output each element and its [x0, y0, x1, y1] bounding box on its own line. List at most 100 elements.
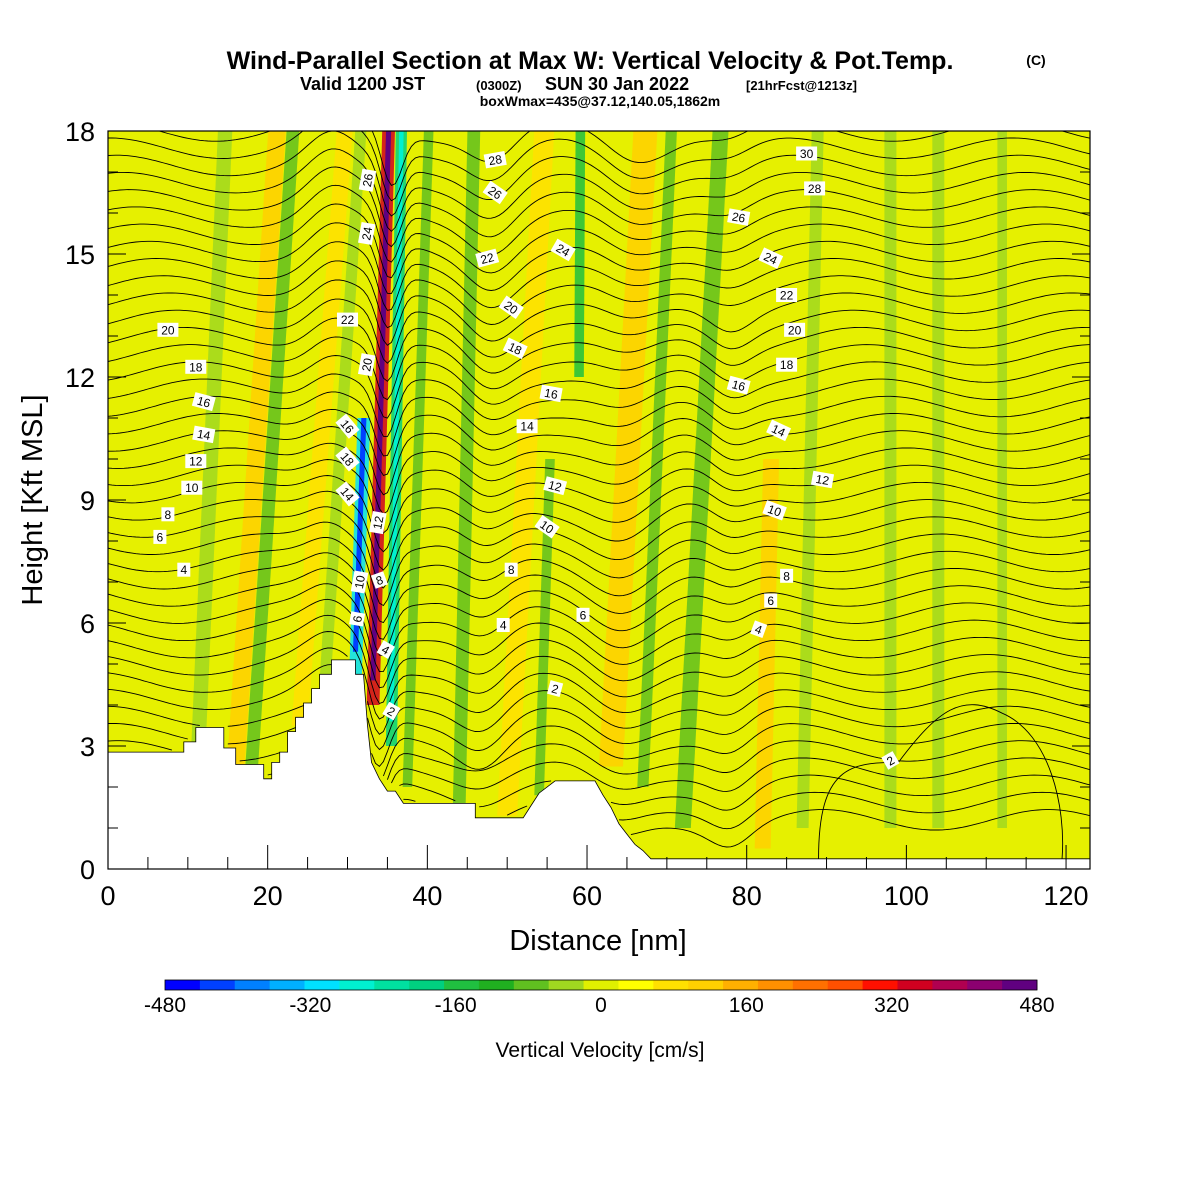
colorbar-swatch — [444, 980, 480, 990]
colorbar-swatch — [653, 980, 689, 990]
colorbar-swatch — [1002, 980, 1038, 990]
contour-label: 2 — [547, 680, 564, 698]
contour-label-text: 8 — [374, 573, 385, 589]
x-tick-label: 100 — [884, 881, 929, 911]
theta-contour — [108, 598, 1090, 689]
contour-label: 24 — [758, 247, 784, 269]
colorbar-swatch — [548, 980, 584, 990]
y-axis-label: Height [Kft MSL] — [17, 394, 49, 605]
contour-label-text: 6 — [767, 594, 774, 608]
theta-contour — [108, 203, 1090, 279]
contour-label-text: 8 — [783, 569, 790, 583]
contour-label: 12 — [543, 476, 568, 496]
contour-label-text: 22 — [479, 250, 496, 267]
contour-label: 6 — [764, 593, 778, 608]
x-tick-label: 60 — [572, 881, 602, 911]
contour-label: 20 — [357, 353, 376, 377]
theta-contour — [108, 131, 1090, 202]
velocity-band — [402, 131, 434, 787]
contour-label: 26 — [482, 180, 508, 205]
valid-time: Valid 1200 JST — [300, 74, 425, 94]
contour-label: 28 — [804, 181, 826, 196]
contour-label: 30 — [796, 146, 818, 161]
y-tick-label: 0 — [80, 855, 95, 885]
colorbar-swatch — [478, 980, 515, 990]
theta-contour — [108, 222, 1090, 294]
y-axis: 0 3 6 9 12 15 18 — [65, 117, 1090, 885]
contour-label-text: 6 — [350, 614, 365, 623]
contour-label-text: 4 — [180, 563, 187, 577]
contour-label-text: 28 — [808, 182, 822, 196]
contour-label-text: 4 — [500, 619, 507, 633]
theta-contour — [108, 279, 1090, 346]
colorbar-tick-label: 0 — [595, 994, 607, 1017]
theta-contour — [108, 490, 1090, 571]
contour-label-text: 6 — [157, 530, 164, 544]
theta-contour — [108, 442, 1090, 515]
contour-label-text: 20 — [161, 323, 175, 337]
colorbar-swatch — [409, 980, 445, 990]
contour-label: 26 — [358, 168, 377, 192]
y-tick-label: 15 — [65, 240, 95, 270]
theta-contour — [157, 131, 1090, 186]
contour-label: 26 — [727, 208, 751, 226]
colorbar-frame — [164, 979, 1038, 991]
colorbar-label: Vertical Velocity [cm/s] — [496, 1039, 705, 1062]
theta-contour — [108, 131, 1090, 217]
contour-label: 6 — [153, 529, 167, 544]
contour-label-text: 4 — [753, 622, 764, 638]
theta-contour — [108, 336, 1090, 401]
contour-label-text: 16 — [543, 386, 559, 402]
contour-label: 22 — [337, 312, 358, 327]
contour-label-text: 18 — [189, 360, 203, 374]
contour-label: 10 — [534, 514, 560, 539]
velocity-band — [245, 131, 300, 767]
contour-label: 16 — [726, 375, 751, 395]
x-tick-label: 40 — [412, 881, 442, 911]
contour-label-text: 20 — [788, 323, 802, 337]
theta-contour — [108, 740, 1090, 780]
contour-label-text: 12 — [370, 515, 386, 531]
contour-label: 8 — [504, 562, 518, 577]
colorbar-swatch — [304, 980, 340, 990]
colorbar-swatch — [583, 980, 619, 990]
contour-label-text: 12 — [815, 472, 831, 488]
contour-label: 8 — [161, 507, 175, 522]
contour-label-text: 14 — [196, 427, 212, 443]
colorbar-swatch — [234, 980, 271, 990]
theta-contour — [108, 614, 1090, 705]
y-tick-label: 12 — [65, 363, 95, 393]
theta-contour — [108, 583, 1090, 673]
colorbar-swatch — [827, 980, 863, 990]
theta-contour — [108, 631, 1090, 720]
contour-label: 18 — [776, 357, 798, 372]
contour-label-text: 26 — [360, 172, 376, 188]
velocity-band — [497, 131, 555, 816]
contour-label-text: 10 — [766, 502, 784, 520]
colorbar-swatch — [862, 980, 898, 990]
contour-label: 16 — [191, 392, 216, 412]
theta-contours — [108, 131, 1090, 859]
contour-label-text: 18 — [780, 358, 794, 372]
contour-label-text: 14 — [520, 420, 534, 434]
x-tick-label: 120 — [1044, 881, 1089, 911]
colorbar: -480 -320 -160 0 160 320 480 — [144, 979, 1055, 1017]
contour-label: 2 — [382, 701, 401, 721]
contour-label: 10 — [350, 570, 369, 594]
velocity-band — [932, 131, 945, 828]
x-tick-label: 20 — [253, 881, 283, 911]
colorbar-swatch — [374, 980, 410, 990]
contour-label: 14 — [516, 419, 538, 434]
theta-contour — [403, 791, 1090, 830]
colorbar-tick-label: -480 — [144, 994, 186, 1017]
colorbar-tick-label: 160 — [729, 994, 764, 1017]
colorbar-swatch — [688, 980, 724, 990]
contour-label: 24 — [550, 238, 576, 262]
contour-label: 14 — [192, 425, 216, 444]
contour-label-text: 24 — [761, 249, 779, 267]
theta-contour — [108, 184, 1090, 263]
contour-label-text: 20 — [359, 357, 375, 373]
velocity-band-core — [389, 131, 404, 722]
